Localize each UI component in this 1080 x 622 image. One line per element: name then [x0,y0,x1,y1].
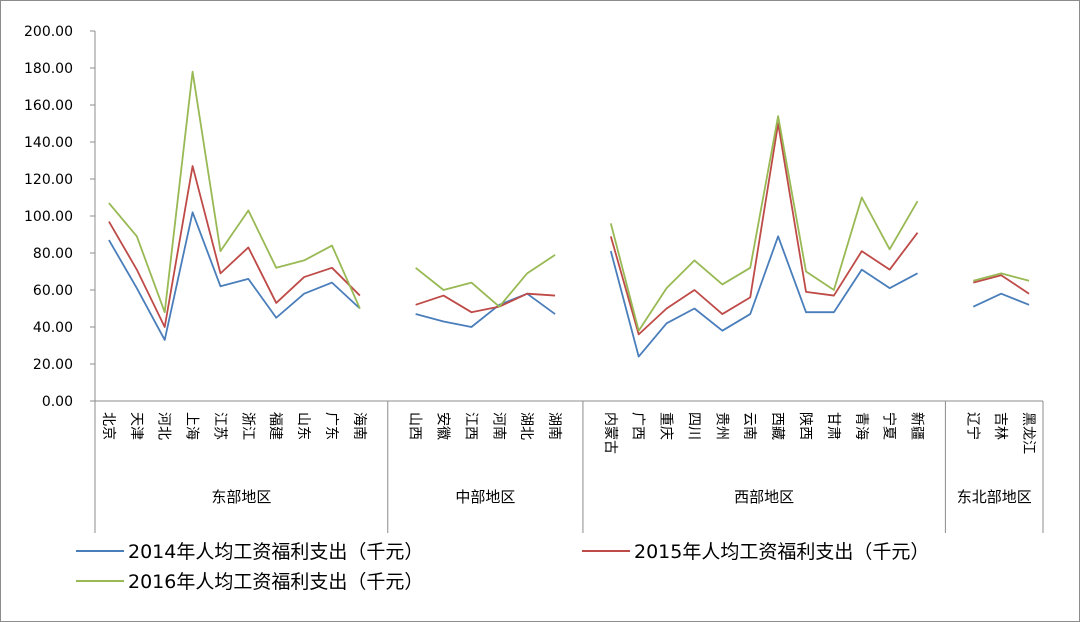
x-category-label: 福建 [267,412,283,440]
x-category-label: 天津 [128,412,144,440]
x-group-labels: 东部地区 中部地区 西部地区 东北部地区 [94,401,1044,533]
x-category-label: 海南 [351,412,367,440]
series-line-2 [973,274,1030,295]
series-line-2 [415,292,556,314]
series-line-3 [973,272,1030,282]
x-category-label: 重庆 [658,412,674,440]
x-category-label: 上海 [184,412,200,440]
x-category-label: 北京 [100,412,116,440]
x-category-label: 吉林 [992,412,1008,440]
series-lines [108,70,1030,358]
legend-label: 2016年人均工资福利支出（千元） [128,571,423,593]
y-tick-label: 60.00 [33,283,73,299]
x-category-label: 江苏 [211,412,227,440]
axes [94,31,1043,402]
y-tick-label: 120.00 [24,172,73,188]
x-category-label: 河北 [156,412,172,440]
y-tick-label: 0.00 [42,394,73,410]
x-category-label: 云南 [741,412,757,440]
x-category-label: 西藏 [769,412,785,440]
x-category-label: 山东 [295,412,311,440]
x-category-label: 广东 [323,412,339,440]
x-category-label: 山西 [407,412,423,440]
x-category-label: 辽宁 [964,412,981,440]
x-group-label: 东北部地区 [957,488,1032,506]
y-tick-label: 100.00 [24,209,73,225]
x-category-label: 甘肃 [825,412,841,440]
y-tick-label: 160.00 [24,98,73,114]
x-category-label: 湖南 [546,412,562,440]
x-category-label: 四川 [685,412,701,440]
y-tick-label: 140.00 [24,135,73,151]
series-line-3 [609,115,919,332]
y-tick-label: 40.00 [33,320,73,336]
x-category-label: 河南 [490,412,506,440]
series-line-1 [609,235,918,358]
y-tick-labels: 0.00 20.00 40.00 60.00 80.00 100.00 120.00 140.… [24,24,95,410]
x-category-label: 内蒙古 [602,412,618,454]
x-category-label: 宁夏 [881,412,898,440]
x-category-label: 浙江 [239,412,255,440]
series-line-2 [609,122,919,336]
legend-label: 2015年人均工资福利支出（千元） [634,541,929,563]
series-line-3 [415,254,556,308]
x-category-label: 陕西 [797,412,813,440]
x-category-label: 黑龙江 [1020,412,1036,454]
y-tick-label: 200.00 [24,24,73,40]
legend-label: 2014年人均工资福利支出（千元） [128,541,423,563]
series-line-1 [415,292,556,328]
x-group-label: 西部地区 [734,488,794,506]
y-tick-label: 80.00 [33,246,73,262]
x-group-label: 中部地区 [455,488,515,506]
x-group-label: 东部地区 [211,488,271,506]
y-tick-label: 20.00 [33,357,73,373]
x-category-label: 广西 [630,412,646,440]
x-category-label: 湖北 [518,412,534,440]
x-category-label: 青海 [853,412,869,440]
x-category-labels: 北京 天津 河北 上海 江苏 浙江 福建 山东 广东 海南 山西 安徽 江西 河南 湖北 湖南 内蒙古 广西 重庆四… [100,412,1036,454]
x-category-label: 新疆 [909,412,925,440]
series-line-2 [108,165,361,328]
x-category-label: 贵州 [713,412,729,440]
series-line-3 [108,70,361,314]
x-category-label: 江西 [462,412,478,440]
series-line-1 [972,292,1030,308]
x-category-label: 安徽 [435,412,451,440]
legend: 2014年人均工资福利支出（千元） 2015年人均工资福利支出（千元） 2016年人… [76,541,929,593]
y-tick-label: 180.00 [24,61,73,77]
series-line-1 [108,211,361,341]
